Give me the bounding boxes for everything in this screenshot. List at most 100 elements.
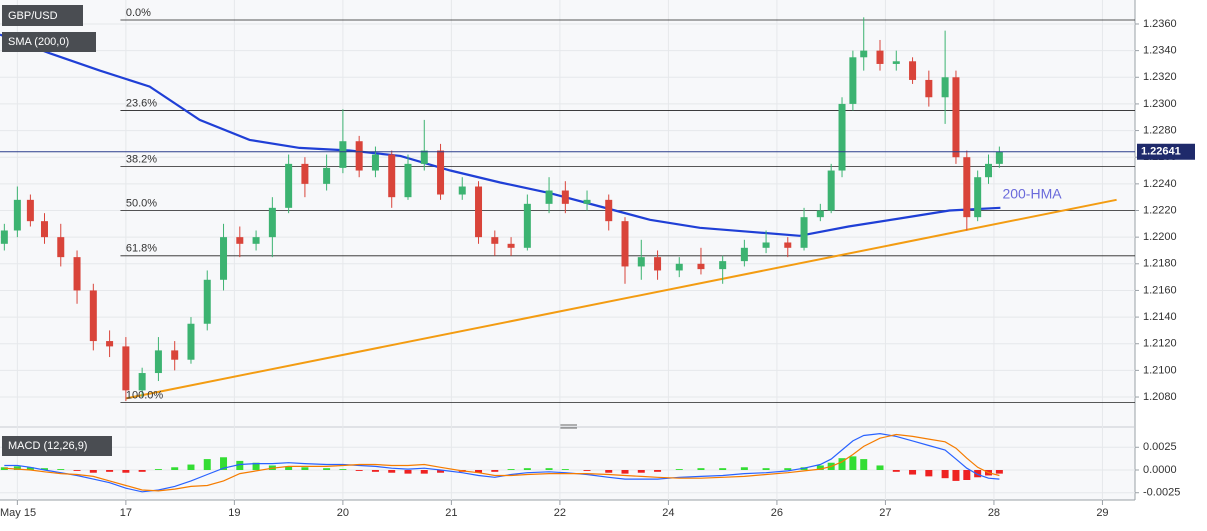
macd-histogram-bar — [40, 468, 48, 470]
macd-histogram-bar — [974, 470, 982, 478]
candle-body — [171, 350, 179, 360]
macd-histogram-bar — [892, 470, 900, 472]
candle-body — [323, 167, 331, 184]
macd-histogram-bar — [605, 470, 613, 473]
macd-histogram-bar — [420, 470, 428, 474]
x-tick-label: 28 — [988, 507, 1000, 519]
y-tick-label: 1.2280 — [1143, 124, 1177, 136]
macd-histogram-bar — [941, 470, 949, 479]
macd-histogram-bar — [220, 457, 228, 470]
candle-body — [675, 263, 683, 271]
candle-body — [57, 237, 65, 258]
candle-body — [420, 150, 428, 164]
candle-body — [654, 257, 662, 271]
indicator-label: SMA (200,0) — [8, 36, 69, 48]
marks — [0, 17, 1135, 493]
fib-level-label: 38.2% — [126, 153, 157, 165]
candle-body — [892, 61, 900, 64]
macd-histogram-bar — [838, 458, 846, 470]
macd-histogram-bar — [637, 470, 645, 473]
macd-histogram-bar — [860, 459, 868, 470]
macd-histogram-bar — [621, 470, 629, 474]
candle-body — [860, 50, 868, 58]
x-tick-label: 20 — [337, 507, 349, 519]
macd-histogram-bar — [475, 470, 483, 473]
candle-body — [106, 341, 114, 347]
macd-histogram-bar — [203, 459, 211, 470]
y-tick-label: 1.2360 — [1143, 18, 1177, 30]
indicator-box — [2, 32, 96, 52]
fib-level-label: 0.0% — [126, 7, 151, 19]
fib-level-label: 23.6% — [126, 97, 157, 109]
candle-body — [252, 237, 260, 244]
macd-histogram-bar — [654, 470, 662, 472]
macd-histogram-bar — [561, 469, 569, 470]
macd-histogram-bar — [355, 470, 363, 471]
y-tick-label: 1.2080 — [1143, 391, 1177, 403]
macd-histogram-bar — [252, 462, 260, 470]
macd-histogram-bar — [849, 456, 857, 470]
y-tick-label: 1.2320 — [1143, 71, 1177, 83]
x-tick-label: 22 — [554, 507, 566, 519]
macd-y-tick-label: 0.0025 — [1143, 441, 1177, 453]
candle-body — [909, 61, 917, 80]
y-tick-label: 1.2340 — [1143, 45, 1177, 57]
candle-body — [371, 154, 379, 171]
macd-histogram-bar — [583, 470, 591, 471]
candle-body — [73, 257, 81, 291]
y-tick-label: 1.2300 — [1143, 98, 1177, 110]
signal-line — [4, 433, 1000, 492]
candle-body — [437, 150, 445, 195]
candle-body — [740, 247, 748, 262]
fib-level-label: 50.0% — [126, 197, 157, 209]
macd-histogram-bar — [762, 468, 770, 470]
macd-histogram-bar — [89, 470, 97, 473]
x-tick-label: 29 — [1096, 507, 1108, 519]
macd-histogram-bar — [73, 470, 81, 471]
macd-histogram-bar — [909, 470, 917, 475]
candle-body — [637, 257, 645, 267]
candle-body — [838, 103, 846, 171]
macd-histogram-bar — [323, 468, 331, 470]
fib-level-label: 61.8% — [126, 243, 157, 255]
hma-annotation: 200-HMA — [1002, 186, 1062, 202]
macd-histogram-bar — [122, 470, 130, 473]
macd-histogram-bar — [507, 469, 515, 470]
candle-body — [285, 163, 293, 208]
candle-body — [301, 163, 309, 184]
x-tick-label: 26 — [771, 507, 783, 519]
macd-histogram-bar — [491, 470, 499, 472]
macd-y-tick-label: 0.0000 — [1143, 464, 1177, 476]
x-tick-label: 24 — [662, 507, 674, 519]
divider-handle — [560, 424, 577, 429]
candle-body — [561, 190, 569, 204]
macd-histogram-bar — [57, 469, 65, 470]
candle-body — [388, 154, 396, 198]
x-tick-label: 21 — [445, 507, 457, 519]
macd-histogram-bar — [697, 468, 705, 470]
macd-histogram-bar — [952, 470, 960, 481]
macd-histogram-bar — [187, 464, 195, 470]
candle-body — [583, 199, 591, 204]
macd-histogram-bar — [171, 467, 179, 470]
macd-histogram-bar — [154, 469, 162, 470]
candle-body — [138, 373, 146, 391]
candle-body — [236, 237, 244, 244]
macd-histogram-bar — [285, 466, 293, 470]
sma-line — [0, 33, 1001, 237]
macd-box — [2, 436, 112, 456]
candle-body — [974, 177, 982, 218]
macd-histogram-bar — [719, 468, 727, 470]
symbol-label: GBP/USD — [8, 10, 58, 22]
candle-body — [220, 237, 228, 280]
candle-body — [475, 186, 483, 238]
candle-body — [203, 279, 211, 324]
macd-histogram-bar — [545, 468, 553, 470]
candle-body — [941, 77, 949, 98]
macd-histogram-bar — [995, 470, 1003, 474]
macd-histogram-bar — [404, 470, 412, 474]
candle-body — [0, 230, 8, 244]
candle-body — [621, 221, 629, 267]
macd-histogram-bar — [925, 470, 933, 477]
